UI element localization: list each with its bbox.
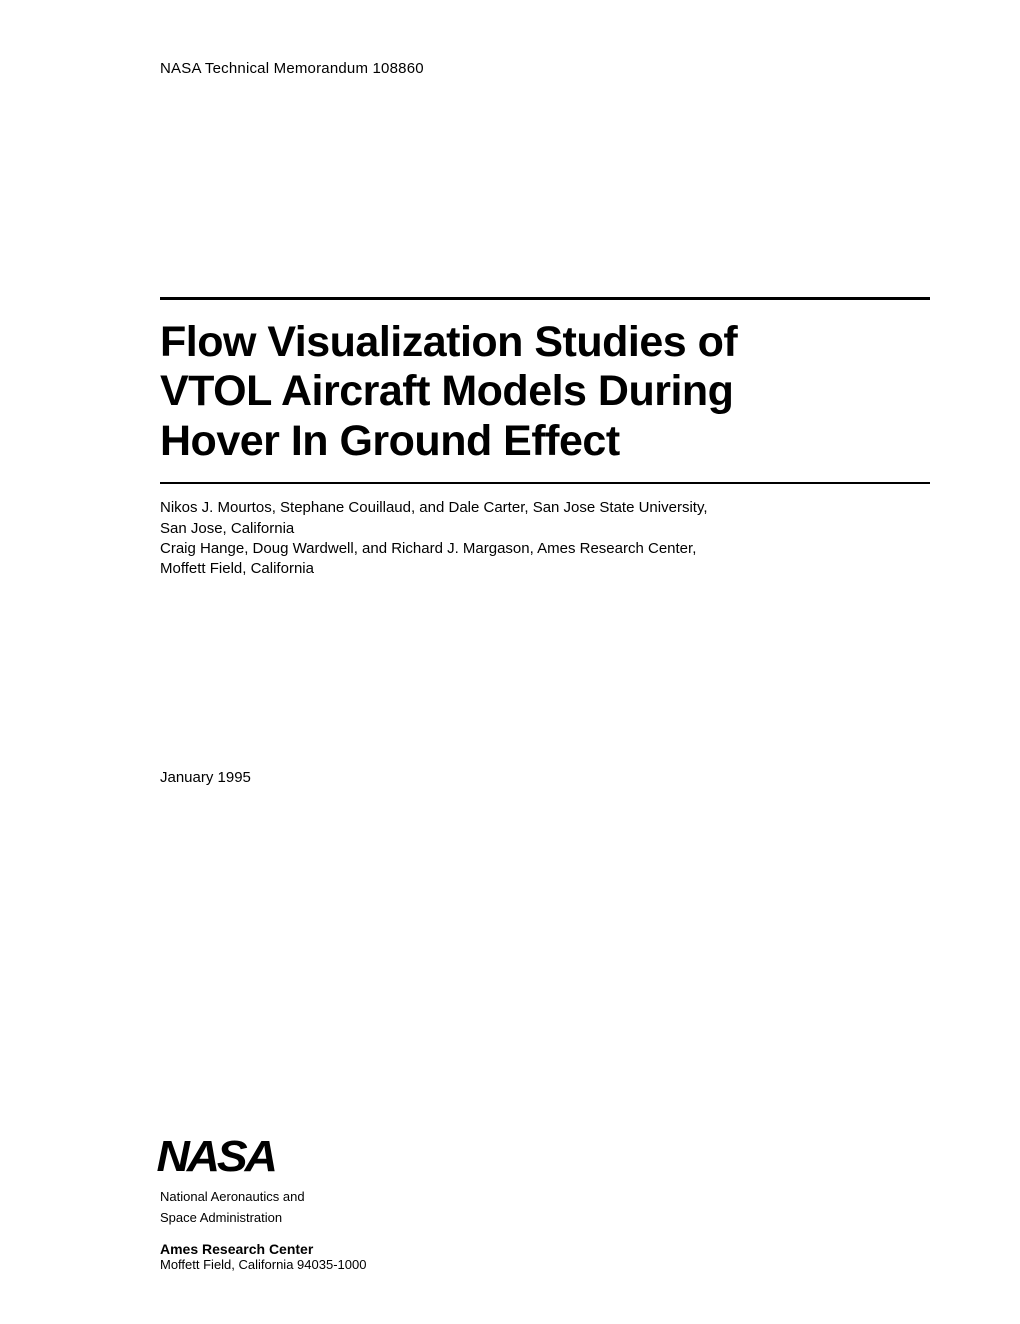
title-line-3: Hover In Ground Effect xyxy=(160,417,930,466)
authors-line-2: San Jose, California xyxy=(160,519,930,539)
page-container: NASA Technical Memorandum 108860 Flow Vi… xyxy=(0,0,1020,1324)
footer-section: NASA National Aeronautics and Space Admi… xyxy=(160,1131,366,1274)
svg-text:NASA: NASA xyxy=(157,1131,276,1179)
nasa-org-line-1: National Aeronautics and xyxy=(160,1189,366,1206)
date-text: January 1995 xyxy=(160,769,930,786)
nasa-logo: NASA xyxy=(157,1131,304,1185)
authors-line-1: Nikos J. Mourtos, Stephane Couillaud, an… xyxy=(160,498,930,518)
authors-line-3: Craig Hange, Doug Wardwell, and Richard … xyxy=(160,539,930,559)
authors-line-4: Moffett Field, California xyxy=(160,559,930,579)
memorandum-id: NASA Technical Memorandum 108860 xyxy=(160,60,930,77)
title-section: Flow Visualization Studies of VTOL Aircr… xyxy=(160,297,930,484)
authors-section: Nikos J. Mourtos, Stephane Couillaud, an… xyxy=(160,498,930,579)
nasa-logo-svg: NASA xyxy=(157,1131,304,1179)
title-line-2: VTOL Aircraft Models During xyxy=(160,367,930,416)
title-text: Flow Visualization Studies of VTOL Aircr… xyxy=(160,318,930,466)
title-line-1: Flow Visualization Studies of xyxy=(160,318,930,367)
center-address: Moffett Field, California 94035-1000 xyxy=(160,1257,366,1274)
nasa-org-line-2: Space Administration xyxy=(160,1210,366,1227)
center-name: Ames Research Center xyxy=(160,1241,366,1257)
